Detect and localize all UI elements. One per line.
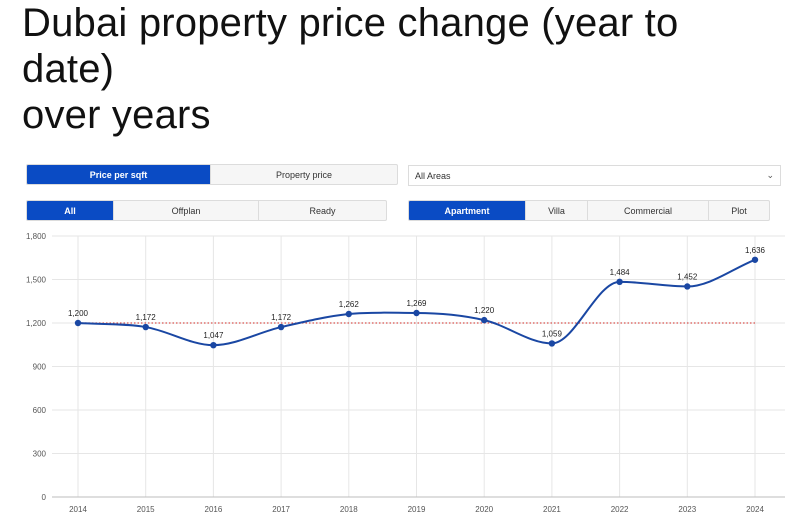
y-tick-label: 900	[33, 363, 47, 372]
metric-toggle: Price per sqft Property price	[26, 164, 398, 185]
status-offplan-tab[interactable]: Offplan	[114, 201, 259, 220]
area-select[interactable]: All Areas ⌄	[408, 165, 781, 186]
title-line-2: date)	[22, 47, 115, 91]
type-apartment-tab[interactable]: Apartment	[409, 201, 526, 220]
data-point	[481, 316, 488, 324]
data-point	[751, 256, 759, 263]
data-label: 1,047	[203, 331, 224, 340]
y-tick-label: 600	[33, 406, 47, 415]
type-plot-tab[interactable]: Plot	[731, 205, 747, 216]
status-ready-tab[interactable]: Ready	[309, 205, 336, 216]
x-tick-label: 2015	[137, 505, 155, 514]
y-tick-label: 1,800	[26, 232, 47, 241]
data-point	[345, 310, 352, 318]
page-title: Dubai property price change (year to dat…	[22, 0, 792, 138]
chevron-down-icon: ⌄	[766, 170, 774, 180]
x-tick-label: 2014	[69, 505, 87, 514]
data-point	[210, 341, 217, 349]
x-tick-label: 2016	[205, 505, 223, 514]
property-price-tab[interactable]: Property price	[275, 169, 333, 180]
x-tick-label: 2019	[408, 505, 426, 514]
type-commercial-tab[interactable]: Commercial	[588, 201, 709, 220]
data-label: 1,269	[406, 299, 427, 308]
data-point	[684, 283, 691, 290]
data-point	[277, 323, 285, 331]
x-tick-label: 2017	[272, 505, 290, 514]
x-tick-label: 2020	[475, 505, 493, 514]
data-label: 1,484	[610, 268, 631, 277]
data-label: 1,172	[136, 313, 157, 322]
y-tick-label: 300	[33, 450, 47, 459]
property-type-toggle: Apartment Villa Commercial Plot	[408, 200, 770, 221]
data-label: 1,059	[542, 329, 563, 338]
data-label: 1,172	[271, 313, 292, 322]
data-label: 1,262	[339, 300, 360, 309]
price-per-sqft-tab[interactable]: Price per sqft	[27, 165, 211, 184]
area-select-value: All Areas	[415, 170, 451, 181]
status-toggle: All Offplan Ready	[26, 200, 387, 221]
status-all-tab[interactable]: All	[27, 201, 114, 220]
x-tick-label: 2021	[543, 505, 561, 514]
data-label: 1,200	[68, 309, 89, 318]
title-line-3: over years	[22, 93, 211, 137]
data-point	[74, 319, 82, 327]
data-point	[548, 340, 556, 347]
x-tick-label: 2023	[678, 505, 696, 514]
data-label: 1,220	[474, 306, 495, 315]
title-line-1: Dubai property price change (year to	[22, 1, 679, 45]
data-label: 1,452	[677, 272, 698, 281]
data-point	[142, 323, 149, 331]
y-tick-label: 1,200	[26, 319, 47, 328]
y-tick-label: 0	[42, 493, 47, 502]
type-villa-tab[interactable]: Villa	[526, 201, 588, 220]
data-label: 1,636	[745, 246, 766, 255]
x-tick-label: 2022	[611, 505, 629, 514]
data-point	[413, 309, 420, 317]
data-point	[616, 278, 623, 286]
x-tick-label: 2024	[746, 505, 764, 514]
y-tick-label: 1,500	[26, 276, 47, 285]
x-tick-label: 2018	[340, 505, 358, 514]
